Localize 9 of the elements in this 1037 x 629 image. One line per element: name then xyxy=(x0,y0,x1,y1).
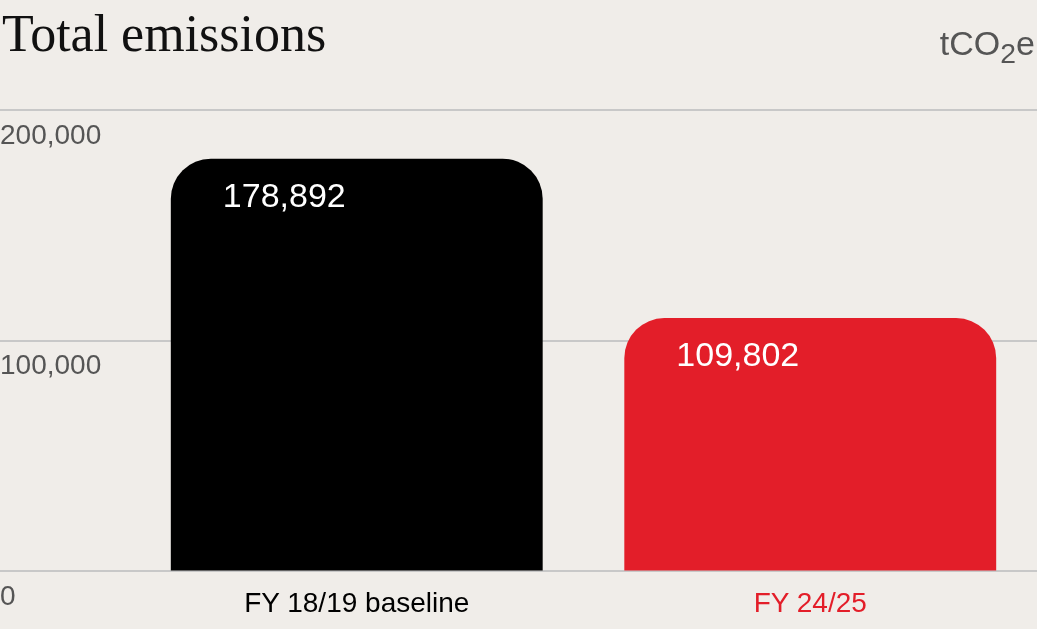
data-label: 178,892 xyxy=(222,176,346,215)
y-tick-label: 100,000 xyxy=(0,349,102,381)
data-label: 109,802 xyxy=(676,335,800,374)
x-tick-label: FY 18/19 baseline xyxy=(244,586,470,618)
x-tick-label: FY 24/25 xyxy=(753,586,867,618)
chart-title: Total emissions xyxy=(2,4,327,63)
y-axis-title: tCO$_{2}$e xyxy=(939,24,1035,70)
y-tick-label: 0 xyxy=(0,580,16,612)
y-tick-label: 200,000 xyxy=(0,118,102,150)
